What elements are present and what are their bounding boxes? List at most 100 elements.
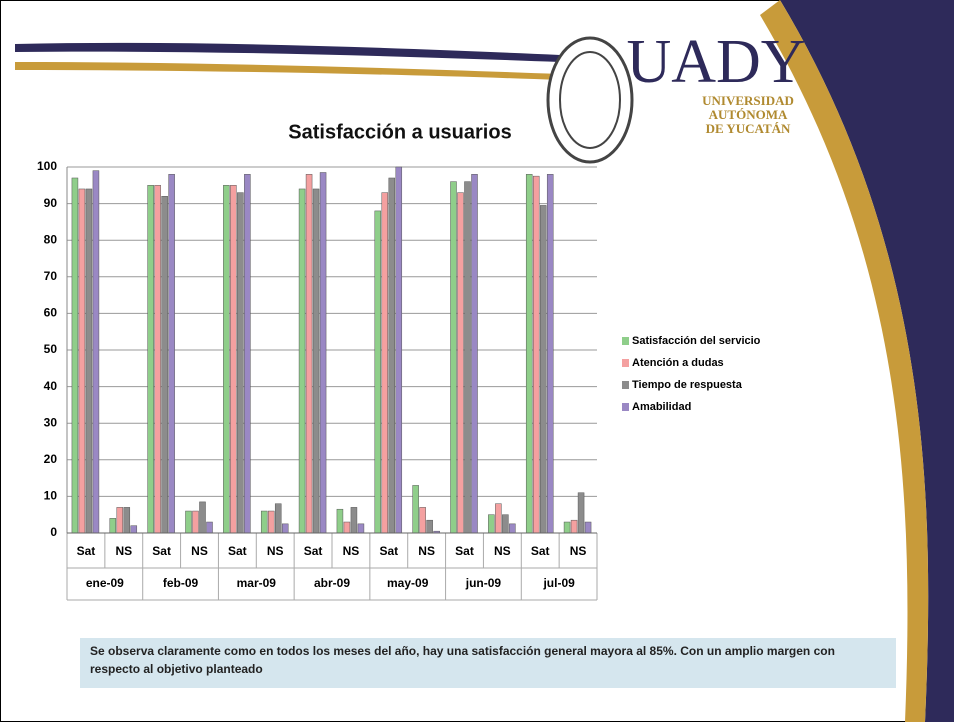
y-tick-label: 70	[44, 269, 58, 283]
bar	[577, 492, 585, 534]
y-tick-label: 10	[44, 489, 58, 503]
bar	[350, 507, 358, 534]
bar	[168, 174, 175, 534]
bar	[509, 523, 516, 534]
y-tick-label: 50	[44, 342, 58, 356]
bar	[457, 192, 464, 534]
gold-band	[15, 62, 560, 80]
chart-title: Satisfacción a usuarios	[288, 121, 511, 143]
seal-ring	[559, 51, 621, 149]
legend-label: Atención a dudas	[632, 357, 724, 369]
navy-band	[15, 42, 560, 62]
group-label: jun-09	[465, 576, 502, 590]
bar	[123, 507, 131, 534]
bar	[92, 170, 100, 534]
legend-swatch	[622, 359, 629, 367]
bar	[237, 192, 244, 534]
bar	[495, 503, 502, 534]
bar	[343, 521, 351, 534]
x-tick-label: NS	[343, 544, 360, 558]
bar	[412, 485, 419, 534]
bar	[244, 174, 251, 534]
group-label: ene-09	[86, 576, 124, 590]
bar	[563, 521, 571, 534]
x-tick-label: NS	[494, 544, 511, 558]
bar	[109, 518, 117, 534]
bar	[305, 174, 313, 534]
logo-line: AUTÓNOMA	[709, 107, 788, 122]
seal	[546, 36, 634, 164]
x-tick-label: Sat	[455, 544, 474, 558]
bar	[471, 174, 478, 534]
group-label: abr-09	[314, 576, 350, 590]
group-label: mar-09	[237, 576, 277, 590]
y-tick-label: 20	[44, 452, 58, 466]
bar	[116, 507, 124, 534]
bar	[357, 523, 365, 534]
bar	[260, 510, 268, 534]
x-tick-label: Sat	[304, 544, 323, 558]
x-tick-label: Sat	[531, 544, 550, 558]
bar	[488, 514, 495, 534]
note: Se observa claramente como en todos los …	[80, 638, 896, 688]
bar	[319, 172, 327, 534]
bar	[374, 210, 382, 534]
legend-label: Amabilidad	[632, 401, 691, 413]
x-tick-label: Sat	[228, 544, 247, 558]
bar	[192, 510, 199, 534]
y-tick-label: 90	[44, 196, 58, 210]
bar	[525, 174, 533, 534]
navy-swoop	[780, 0, 954, 722]
bar	[206, 521, 213, 534]
x-tick-label: Sat	[379, 544, 398, 558]
legend-label: Tiempo de respuesta	[632, 379, 743, 391]
group-label: feb-09	[163, 576, 199, 590]
x-tick-label: NS	[191, 544, 208, 558]
x-tick-label: Sat	[77, 544, 96, 558]
bar	[85, 188, 93, 534]
x-tick-label: NS	[267, 544, 284, 558]
group-label: may-09	[387, 576, 429, 590]
bar	[267, 510, 275, 534]
bar	[230, 185, 237, 534]
y-tick-label: 60	[44, 306, 58, 320]
x-tick-label: NS	[115, 544, 132, 558]
y-tick-label: 40	[44, 379, 58, 393]
bar	[532, 175, 540, 534]
bar	[546, 174, 554, 534]
bar	[78, 188, 86, 534]
bar	[395, 166, 403, 534]
bar	[199, 501, 206, 534]
bar	[381, 192, 389, 534]
bar	[154, 185, 161, 534]
bar	[223, 185, 230, 534]
y-tick-label: 30	[44, 415, 58, 429]
bar	[584, 521, 592, 534]
bar	[130, 525, 138, 534]
bar	[274, 503, 282, 534]
bar	[147, 185, 154, 534]
bar	[281, 523, 289, 534]
bar	[419, 507, 426, 534]
group-label: jul-09	[542, 576, 575, 590]
bar	[161, 196, 168, 534]
legend-swatch	[622, 403, 629, 411]
logo-line: UNIVERSIDAD	[702, 93, 794, 108]
bar	[426, 519, 433, 534]
x-tick-label: NS	[418, 544, 435, 558]
y-tick-label: 100	[37, 159, 57, 173]
bar	[464, 181, 471, 534]
bar	[185, 510, 192, 534]
bar	[539, 205, 547, 534]
legend-swatch	[622, 381, 629, 389]
logo-line: DE YUCATÁN	[706, 121, 791, 136]
bar	[570, 519, 578, 534]
logo-name: UADY	[626, 28, 805, 96]
gold-swoop	[760, 0, 929, 722]
y-tick-label: 80	[44, 232, 58, 246]
x-tick-label: NS	[570, 544, 587, 558]
legend-label: Satisfacción del servicio	[632, 335, 761, 347]
x-tick-label: Sat	[152, 544, 171, 558]
